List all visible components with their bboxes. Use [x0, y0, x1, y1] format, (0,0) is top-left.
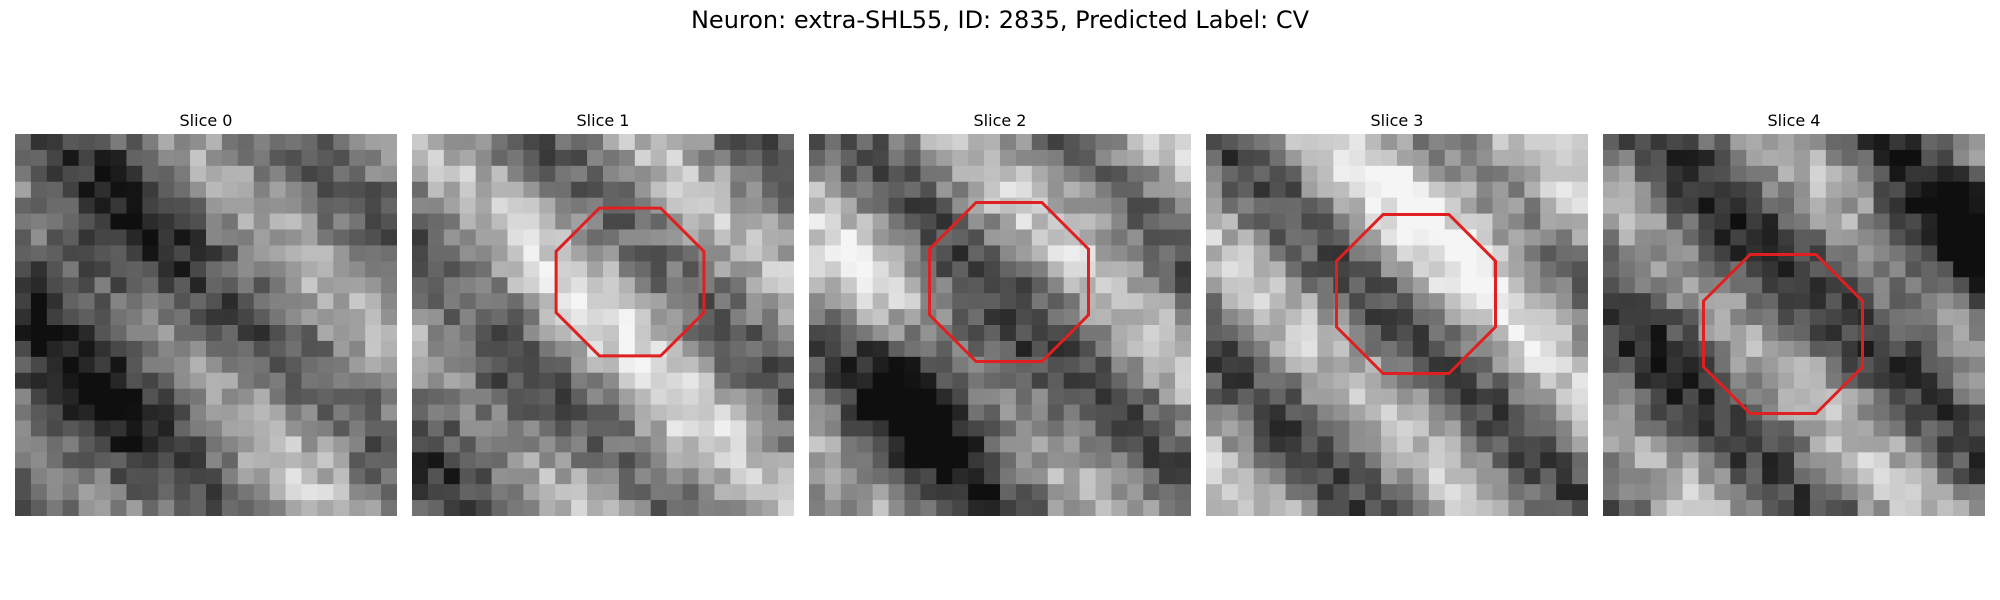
slice-panel-2: Slice 2 [809, 110, 1191, 516]
octagon-marker [1702, 253, 1864, 415]
slice-title-1: Slice 1 [576, 111, 630, 130]
slice-panel-0: Slice 0 [15, 110, 397, 516]
slice-panel-3: Slice 3 [1206, 110, 1588, 516]
slice-image-1 [412, 134, 794, 516]
octagon-marker [554, 206, 706, 358]
slice-title-3: Slice 3 [1370, 111, 1424, 130]
figure-title: Neuron: extra-SHL55, ID: 2835, Predicted… [690, 6, 1310, 34]
octagon-marker [928, 201, 1090, 363]
slice-title-4: Slice 4 [1767, 111, 1821, 130]
slice-title-0: Slice 0 [179, 111, 233, 130]
slice-panel-4: Slice 4 [1603, 110, 1985, 516]
slice-title-2: Slice 2 [973, 111, 1027, 130]
octagon-marker [1335, 213, 1497, 375]
slice-image-0 [15, 134, 397, 516]
slice-image-2 [809, 134, 1191, 516]
slice-panel-1: Slice 1 [412, 110, 794, 516]
slice-image-4 [1603, 134, 1985, 516]
slice-image-3 [1206, 134, 1588, 516]
